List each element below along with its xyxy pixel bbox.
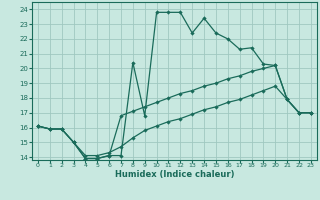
X-axis label: Humidex (Indice chaleur): Humidex (Indice chaleur) [115,170,234,179]
